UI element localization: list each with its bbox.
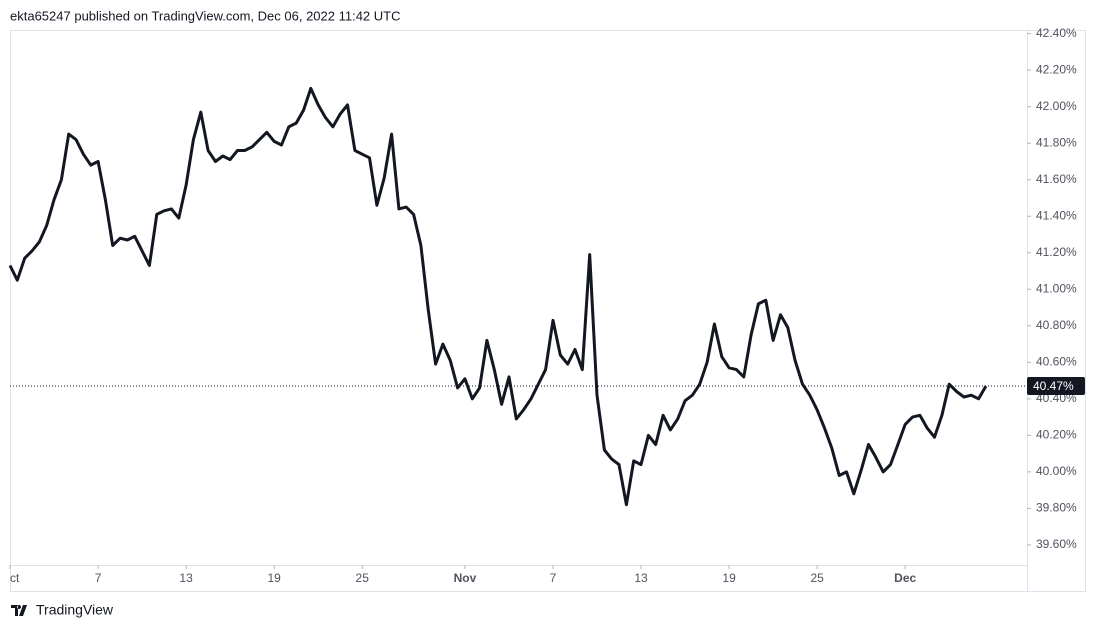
y-tick-label: 41.00% — [1036, 281, 1077, 295]
y-tick-label: 40.80% — [1036, 318, 1077, 332]
y-tick-label: 41.20% — [1036, 245, 1077, 259]
x-tick-label: 7 — [95, 571, 102, 585]
frame — [10, 30, 1086, 592]
x-tick-label: 19 — [267, 571, 281, 585]
x-tick-label: ct — [10, 571, 20, 585]
y-tick-label: 40.00% — [1036, 464, 1077, 478]
y-tick-label: 41.80% — [1036, 135, 1077, 149]
y-tick-label: 42.00% — [1036, 99, 1077, 113]
y-tick-label: 39.80% — [1036, 501, 1077, 515]
last-value-label: 40.47% — [1033, 379, 1074, 393]
price-line — [8, 86, 988, 507]
x-tick-label: Dec — [894, 571, 916, 585]
y-tick-label: 41.60% — [1036, 172, 1077, 186]
y-tick-label: 39.60% — [1036, 537, 1077, 551]
x-tick-label: 13 — [179, 571, 193, 585]
x-tick-label: 19 — [722, 571, 736, 585]
x-tick-label: 13 — [634, 571, 648, 585]
x-tick-label: Nov — [454, 571, 477, 585]
x-tick-label: 25 — [810, 571, 824, 585]
logo — [11, 605, 27, 616]
y-tick-label: 41.40% — [1036, 208, 1077, 222]
y-tick-label: 40.20% — [1036, 428, 1077, 442]
x-tick-label: 7 — [550, 571, 557, 585]
y-tick-label: 42.20% — [1036, 62, 1077, 76]
header: ekta65247 published on TradingView.com, … — [10, 8, 401, 23]
y-tick-label: 40.60% — [1036, 354, 1077, 368]
last-value-box — [1027, 377, 1085, 396]
brand: TradingView — [36, 602, 114, 618]
x-tick-label: 25 — [356, 571, 370, 585]
y-tick-label: 42.40% — [1036, 26, 1077, 40]
